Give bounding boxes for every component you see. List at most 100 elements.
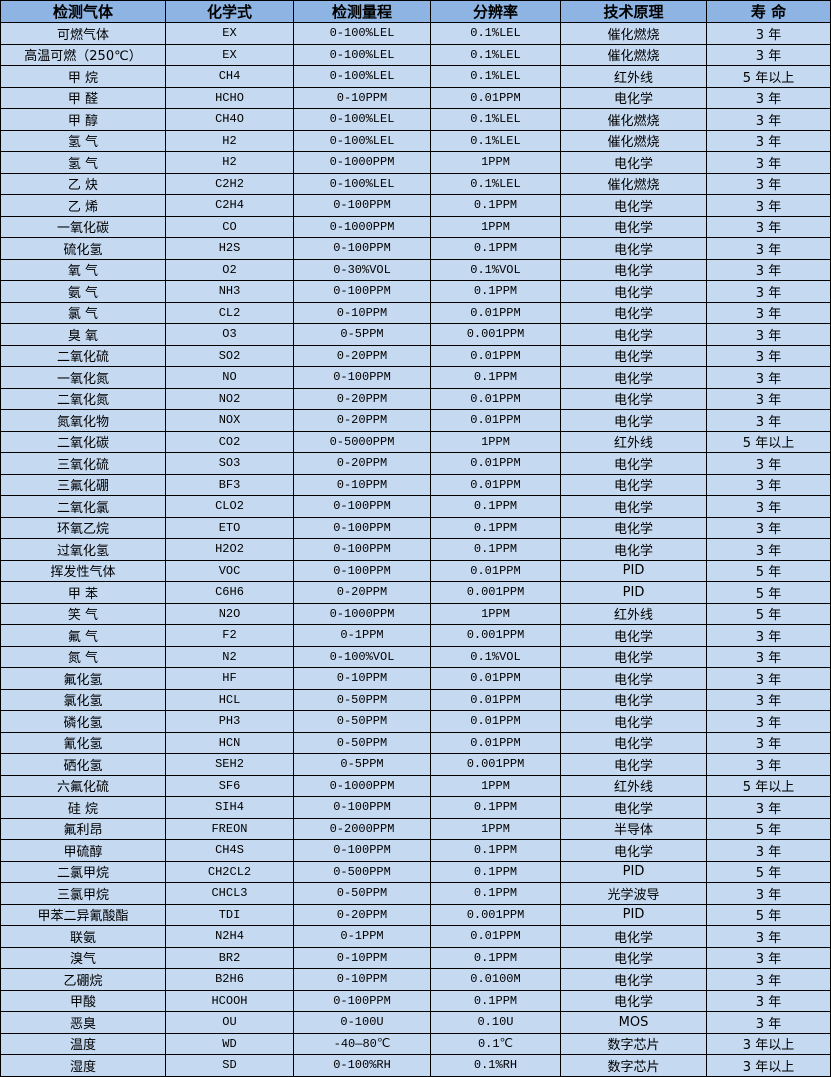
cell-principle: 电化学 (560, 516, 707, 539)
cell-range: 0-100PPM (293, 796, 431, 819)
cell-lifespan: 5 年 (706, 860, 831, 883)
cell-principle: PID (560, 860, 707, 883)
cell-formula: C2H2 (165, 172, 294, 195)
cell-formula: TDI (165, 903, 294, 926)
cell-gas: 乙 烯 (0, 194, 166, 217)
cell-range: -40—80℃ (293, 1032, 431, 1055)
cell-resolution: 0.1%VOL (430, 258, 561, 281)
cell-formula: ETO (165, 516, 294, 539)
cell-formula: BR2 (165, 946, 294, 969)
header-gas: 检测气体 (0, 0, 166, 23)
table-row: 二氯甲烷 CH2CL2 0-500PPM 0.1PPM PID 5 年 (0, 860, 831, 883)
cell-gas: 过氧化氢 (0, 538, 166, 561)
table-row: 可燃气体 EX 0-100%LEL 0.1%LEL 催化燃烧 3 年 (0, 22, 831, 45)
cell-formula: SO3 (165, 452, 294, 475)
cell-formula: WD (165, 1032, 294, 1055)
cell-gas: 氨 气 (0, 280, 166, 303)
cell-formula: C6H6 (165, 581, 294, 604)
cell-range: 0-50PPM (293, 710, 431, 733)
table-row: 氟 气 F2 0-1PPM 0.001PPM 电化学 3 年 (0, 624, 831, 647)
table-row: 甲 烷 CH4 0-100%LEL 0.1%LEL 红外线 5 年以上 (0, 65, 831, 88)
cell-formula: CL2 (165, 301, 294, 324)
cell-principle: 红外线 (560, 65, 707, 88)
cell-resolution: 1PPM (430, 602, 561, 625)
cell-principle: 光学波导 (560, 882, 707, 905)
table-row: 氯化氢 HCL 0-50PPM 0.01PPM 电化学 3 年 (0, 688, 831, 711)
cell-lifespan: 3 年 (706, 172, 831, 195)
cell-lifespan: 3 年以上 (706, 1032, 831, 1055)
cell-principle: 电化学 (560, 946, 707, 969)
table-row: 温度 WD -40—80℃ 0.1℃ 数字芯片 3 年以上 (0, 1032, 831, 1055)
cell-lifespan: 3 年 (706, 43, 831, 66)
cell-resolution: 0.1PPM (430, 366, 561, 389)
cell-formula: N2H4 (165, 925, 294, 948)
cell-gas: 氟 气 (0, 624, 166, 647)
cell-principle: 数字芯片 (560, 1032, 707, 1055)
cell-lifespan: 5 年 (706, 559, 831, 582)
cell-lifespan: 5 年 (706, 903, 831, 926)
cell-gas: 环氧乙烷 (0, 516, 166, 539)
table-row: 二氧化氯 CLO2 0-100PPM 0.1PPM 电化学 3 年 (0, 495, 831, 518)
cell-lifespan: 5 年 (706, 817, 831, 840)
cell-resolution: 1PPM (430, 817, 561, 840)
cell-principle: 电化学 (560, 452, 707, 475)
cell-range: 0-50PPM (293, 731, 431, 754)
cell-principle: 电化学 (560, 409, 707, 432)
cell-resolution: 0.1PPM (430, 796, 561, 819)
cell-principle: 电化学 (560, 323, 707, 346)
cell-range: 0-100%LEL (293, 43, 431, 66)
cell-gas: 二氧化氯 (0, 495, 166, 518)
cell-principle: 电化学 (560, 366, 707, 389)
table-row: 高温可燃（250℃） EX 0-100%LEL 0.1%LEL 催化燃烧 3 年 (0, 43, 831, 66)
cell-gas: 三氧化硫 (0, 452, 166, 475)
cell-resolution: 0.01PPM (430, 86, 561, 109)
cell-gas: 氯化氢 (0, 688, 166, 711)
cell-principle: 电化学 (560, 839, 707, 862)
cell-range: 0-20PPM (293, 581, 431, 604)
table-row: 笑 气 N2O 0-1000PPM 1PPM 红外线 5 年 (0, 602, 831, 625)
cell-principle: 催化燃烧 (560, 108, 707, 131)
table-row: 二氧化碳 CO2 0-5000PPM 1PPM 红外线 5 年以上 (0, 430, 831, 453)
cell-range: 0-100PPM (293, 194, 431, 217)
cell-range: 0-1000PPM (293, 774, 431, 797)
cell-range: 0-100PPM (293, 538, 431, 561)
cell-principle: PID (560, 903, 707, 926)
cell-range: 0-20PPM (293, 387, 431, 410)
cell-gas: 氧 气 (0, 258, 166, 281)
cell-gas: 可燃气体 (0, 22, 166, 45)
cell-principle: 电化学 (560, 301, 707, 324)
cell-principle: 电化学 (560, 753, 707, 776)
cell-resolution: 0.1PPM (430, 882, 561, 905)
cell-resolution: 0.1%LEL (430, 65, 561, 88)
cell-formula: NO2 (165, 387, 294, 410)
cell-formula: SO2 (165, 344, 294, 367)
cell-formula: H2S (165, 237, 294, 260)
cell-gas: 六氟化硫 (0, 774, 166, 797)
cell-range: 0-5PPM (293, 753, 431, 776)
cell-principle: 电化学 (560, 495, 707, 518)
table-row: 乙 炔 C2H2 0-100%LEL 0.1%LEL 催化燃烧 3 年 (0, 172, 831, 195)
cell-lifespan: 3 年 (706, 129, 831, 152)
cell-gas: 三氯甲烷 (0, 882, 166, 905)
cell-lifespan: 5 年 (706, 602, 831, 625)
cell-resolution: 0.1PPM (430, 194, 561, 217)
cell-range: 0-1PPM (293, 925, 431, 948)
cell-lifespan: 3 年 (706, 473, 831, 496)
cell-formula: CHCL3 (165, 882, 294, 905)
cell-lifespan: 5 年以上 (706, 774, 831, 797)
cell-lifespan: 5 年 (706, 581, 831, 604)
cell-resolution: 0.001PPM (430, 581, 561, 604)
cell-lifespan: 3 年 (706, 538, 831, 561)
cell-range: 0-50PPM (293, 882, 431, 905)
cell-gas: 硅 烷 (0, 796, 166, 819)
cell-principle: 电化学 (560, 194, 707, 217)
header-lifespan: 寿 命 (706, 0, 831, 23)
table-row: 六氟化硫 SF6 0-1000PPM 1PPM 红外线 5 年以上 (0, 774, 831, 797)
cell-range: 0-20PPM (293, 903, 431, 926)
cell-resolution: 0.1PPM (430, 495, 561, 518)
cell-formula: F2 (165, 624, 294, 647)
table-row: 恶臭 OU 0-100U 0.10U MOS 3 年 (0, 1011, 831, 1034)
table-row: 氮 气 N2 0-100%VOL 0.1%VOL 电化学 3 年 (0, 645, 831, 668)
cell-principle: 电化学 (560, 688, 707, 711)
table-row: 三氯甲烷 CHCL3 0-50PPM 0.1PPM 光学波导 3 年 (0, 882, 831, 905)
